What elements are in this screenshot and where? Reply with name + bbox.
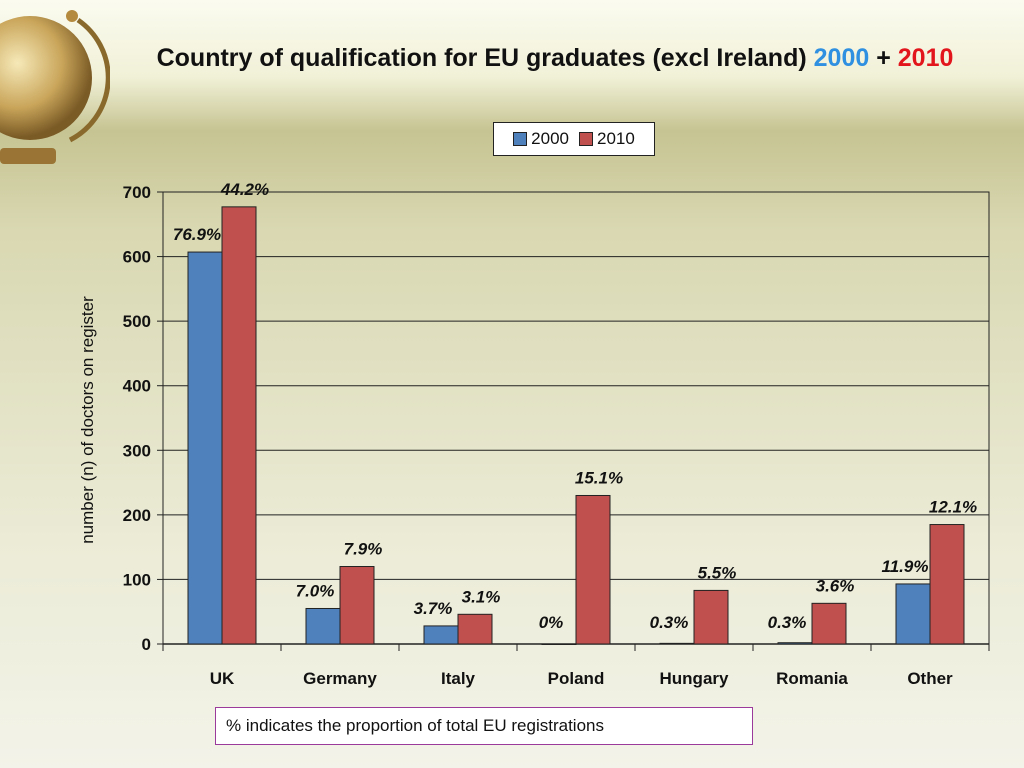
y-tick-label: 700 xyxy=(123,183,151,202)
data-label-2010-other: 12.1% xyxy=(929,498,977,517)
data-label-2000-germany: 7.0% xyxy=(296,581,335,600)
x-tick-label: UK xyxy=(210,669,235,688)
data-label-2010-uk: 44.2% xyxy=(220,180,269,199)
bar-2010-poland xyxy=(575,494,611,645)
x-tick-label: Poland xyxy=(548,669,605,688)
globe-decoration xyxy=(0,10,110,164)
chart-title: Country of qualification for EU graduate… xyxy=(60,44,1024,73)
bar-2000-other xyxy=(895,583,931,645)
x-tick-label: Germany xyxy=(303,669,377,688)
data-label-2010-hungary: 5.5% xyxy=(698,563,737,582)
y-tick-label: 300 xyxy=(123,441,151,460)
legend-item-2010: 2010 xyxy=(579,129,635,149)
y-tick-label: 100 xyxy=(123,570,151,589)
data-label-2010-italy: 3.1% xyxy=(462,587,501,606)
x-tick-label: Italy xyxy=(441,669,476,688)
bar-2000-hungary xyxy=(659,642,695,645)
x-tick-label: Other xyxy=(907,669,953,688)
bar-2000-romania xyxy=(777,642,813,645)
legend-swatch-2000 xyxy=(513,132,528,146)
chart-title-main: Country of qualification for EU graduate… xyxy=(156,44,807,72)
data-label-2000-uk: 76.9% xyxy=(173,225,221,244)
data-label-2010-germany: 7.9% xyxy=(344,540,383,559)
x-tick-label: Hungary xyxy=(660,669,730,688)
chart-title-plus: + xyxy=(876,44,891,72)
chart-title-year-2000: 2000 xyxy=(813,44,870,72)
chart-legend: 2000 2010 xyxy=(493,122,655,156)
legend-swatch-2010 xyxy=(579,132,593,146)
legend-label-2010: 2010 xyxy=(597,129,635,148)
bar-2010-other xyxy=(929,524,965,645)
data-label-2010-romania: 3.6% xyxy=(816,576,855,595)
bar-2000-germany xyxy=(305,607,341,645)
data-label-2000-poland: 0% xyxy=(539,613,564,632)
y-tick-label: 200 xyxy=(123,506,151,525)
bar-2010-romania xyxy=(811,602,847,645)
y-tick-label: 400 xyxy=(123,377,151,396)
y-tick-label: 500 xyxy=(123,312,151,331)
bar-2000-italy xyxy=(423,625,459,645)
y-tick-label: 0 xyxy=(142,635,151,654)
data-label-2000-hungary: 0.3% xyxy=(650,613,689,632)
legend-item-2000: 2000 xyxy=(513,129,569,149)
data-label-2000-other: 11.9% xyxy=(882,557,929,576)
bar-2010-hungary xyxy=(693,589,729,645)
y-tick-label: 600 xyxy=(123,248,151,267)
data-label-2000-romania: 0.3% xyxy=(768,613,807,632)
footnote-box: % indicates the proportion of total EU r… xyxy=(215,707,753,745)
bar-2010-italy xyxy=(457,613,493,645)
data-label-2000-italy: 3.7% xyxy=(414,599,453,618)
legend-label-2000: 2000 xyxy=(531,129,569,148)
bar-2000-poland xyxy=(541,643,577,645)
data-label-2010-poland: 15.1% xyxy=(575,468,623,487)
x-tick-label: Romania xyxy=(776,669,848,688)
chart-title-year-2010: 2010 xyxy=(897,44,954,72)
bar-2010-germany xyxy=(339,566,375,645)
bar-2010-uk xyxy=(221,206,257,645)
bar-2000-uk xyxy=(187,251,223,645)
